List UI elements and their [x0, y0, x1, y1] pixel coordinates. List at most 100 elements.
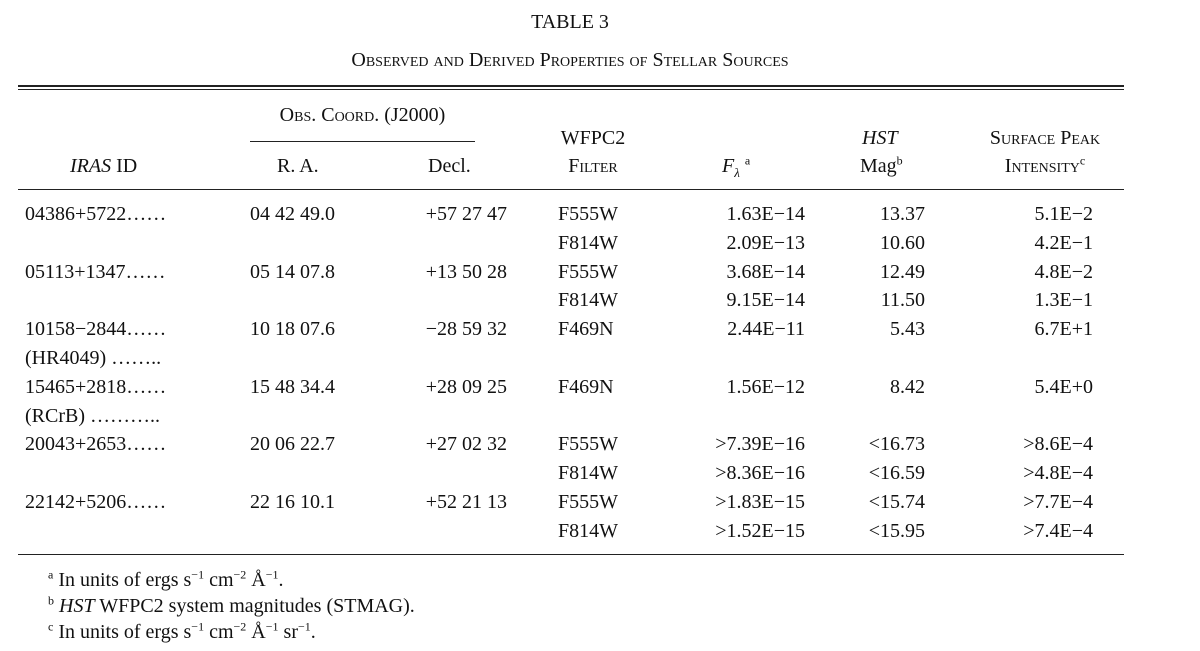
footnote-mark: b [896, 153, 903, 168]
table-cell: 04386+5722…… [25, 203, 167, 225]
table-cell: +57 27 47 [425, 203, 507, 225]
bottom-rule [18, 554, 1124, 555]
table-cell: 05113+1347…… [25, 260, 166, 283]
table-cell: 05 14 07.8 [250, 260, 335, 283]
footnote-text: cm [204, 569, 234, 591]
footnote-exponent: −1 [191, 619, 205, 634]
header-group: Obs. Coord. (J2000) [279, 104, 446, 126]
table-cell: +28 09 25 [425, 375, 507, 398]
table-cell: <16.73 [868, 433, 925, 456]
table-cell: 15465+2818…… [25, 375, 167, 398]
header-text: ID [116, 155, 138, 177]
footnote-mark: a [48, 567, 54, 582]
table-cell: >8.6E−4 [1023, 433, 1093, 456]
table-cell: 5.1E−2 [1034, 203, 1094, 225]
header-text: Mag [860, 155, 897, 177]
table-cell: F555W [558, 433, 618, 456]
table-cell: 12.49 [880, 260, 925, 283]
table-cell: F814W [558, 519, 618, 542]
table-cell: 4.2E−1 [1034, 231, 1094, 254]
table-cell: 10 18 07.6 [250, 318, 335, 341]
header-cell: Intensityc [955, 154, 1135, 178]
header-cell: Filter [568, 155, 618, 177]
footnote-exponent: −2 [233, 567, 247, 582]
table-cell: 2.44E−11 [727, 318, 805, 341]
footnote: c In units of ergs s−1 cm−2 Å−1 sr−1. [48, 620, 316, 644]
table-cell: >1.52E−15 [715, 519, 805, 542]
table-cell: 4.8E−2 [1034, 260, 1094, 283]
header-rule [18, 189, 1124, 190]
footnote-text: In units of ergs s [58, 621, 192, 643]
footnote-exponent: −1 [265, 567, 279, 582]
header-cell: Fλ a [722, 154, 750, 180]
table-cell: 10158−2844…… [25, 318, 167, 341]
table-cell: 5.4E+0 [1034, 375, 1094, 398]
top-rule [18, 89, 1124, 90]
table-cell: >7.7E−4 [1023, 491, 1093, 513]
footnote: a In units of ergs s−1 cm−2 Å−1. [48, 568, 284, 592]
table-cell: F814W [558, 231, 618, 254]
table-cell: (RCrB) ……….. [25, 404, 160, 427]
footnote-exponent: −1 [265, 619, 279, 634]
table-cell: >4.8E−4 [1023, 462, 1093, 485]
footnote-text: Å [246, 569, 266, 591]
footnote-mark: c [1079, 153, 1086, 168]
table-cell: +27 02 32 [425, 433, 507, 456]
table-cell: F814W [558, 289, 618, 312]
footnote-exponent: −1 [297, 619, 311, 634]
footnote: b HST WFPC2 system magnitudes (STMAG). [48, 594, 415, 618]
header-cell: Decl. [428, 155, 471, 177]
table-cell: 1.63E−14 [726, 203, 806, 225]
table-cell: F555W [558, 260, 618, 283]
table-cell: 2.09E−13 [726, 231, 806, 254]
table-cell: >7.4E−4 [1023, 519, 1093, 542]
table-cell: +52 21 13 [425, 491, 507, 513]
table-cell: F555W [558, 491, 618, 513]
table-cell: 20 06 22.7 [250, 433, 335, 456]
table-cell: F814W [558, 462, 618, 485]
table-cell: 13.37 [880, 203, 925, 225]
footnote-mark: c [48, 619, 54, 634]
header-cell: IRAS ID [70, 154, 137, 178]
header-text: HST [862, 127, 898, 149]
header-cell: HST [862, 126, 898, 150]
table-cell: 8.42 [890, 375, 925, 398]
footnote-text: . [278, 569, 284, 591]
table-cell: 10.60 [880, 231, 925, 254]
footnote-exponent: −1 [191, 567, 205, 582]
footnote-text: cm [204, 621, 234, 643]
table-cell: (HR4049) …….. [25, 347, 162, 369]
footnote-text: . [310, 621, 316, 643]
footnote-text: Å [246, 621, 266, 643]
table-cell: 1.56E−12 [726, 375, 806, 398]
footnote-text: WFPC2 system magnitudes (STMAG). [94, 595, 415, 617]
header-text: λ [734, 165, 740, 180]
table-cell: +13 50 28 [425, 260, 507, 283]
table-cell: >7.39E−16 [715, 433, 805, 456]
table-cell: 5.43 [890, 318, 925, 341]
header-cell: WFPC2 [560, 127, 626, 149]
header-cell: R. A. [277, 155, 319, 177]
table-number: TABLE 3 [531, 11, 609, 33]
table-cell: >1.83E−15 [715, 491, 805, 513]
header-cell: Magb [860, 154, 903, 178]
top-rule [18, 85, 1124, 87]
footnote-text: In units of ergs s [58, 569, 192, 591]
footnote-mark: b [48, 593, 54, 608]
table-cell: <15.95 [868, 519, 925, 542]
footnote-exponent: −2 [233, 619, 247, 634]
table-cell: >8.36E−16 [715, 462, 805, 485]
header-text: F [722, 155, 735, 177]
table-cell: F469N [558, 375, 614, 398]
table-cell: 22142+5206…… [25, 491, 167, 513]
table-cell: F555W [558, 203, 618, 225]
table-cell: 1.3E−1 [1034, 289, 1094, 312]
table-cell: 15 48 34.4 [250, 375, 335, 398]
table-cell: 6.7E+1 [1034, 318, 1094, 341]
group-rule [250, 141, 475, 142]
footnote-text: sr [278, 621, 298, 643]
table-cell: <15.74 [868, 491, 925, 513]
table-title: Observed and Derived Properties of Stell… [351, 49, 789, 71]
header-cell: Surface Peak [989, 127, 1101, 149]
